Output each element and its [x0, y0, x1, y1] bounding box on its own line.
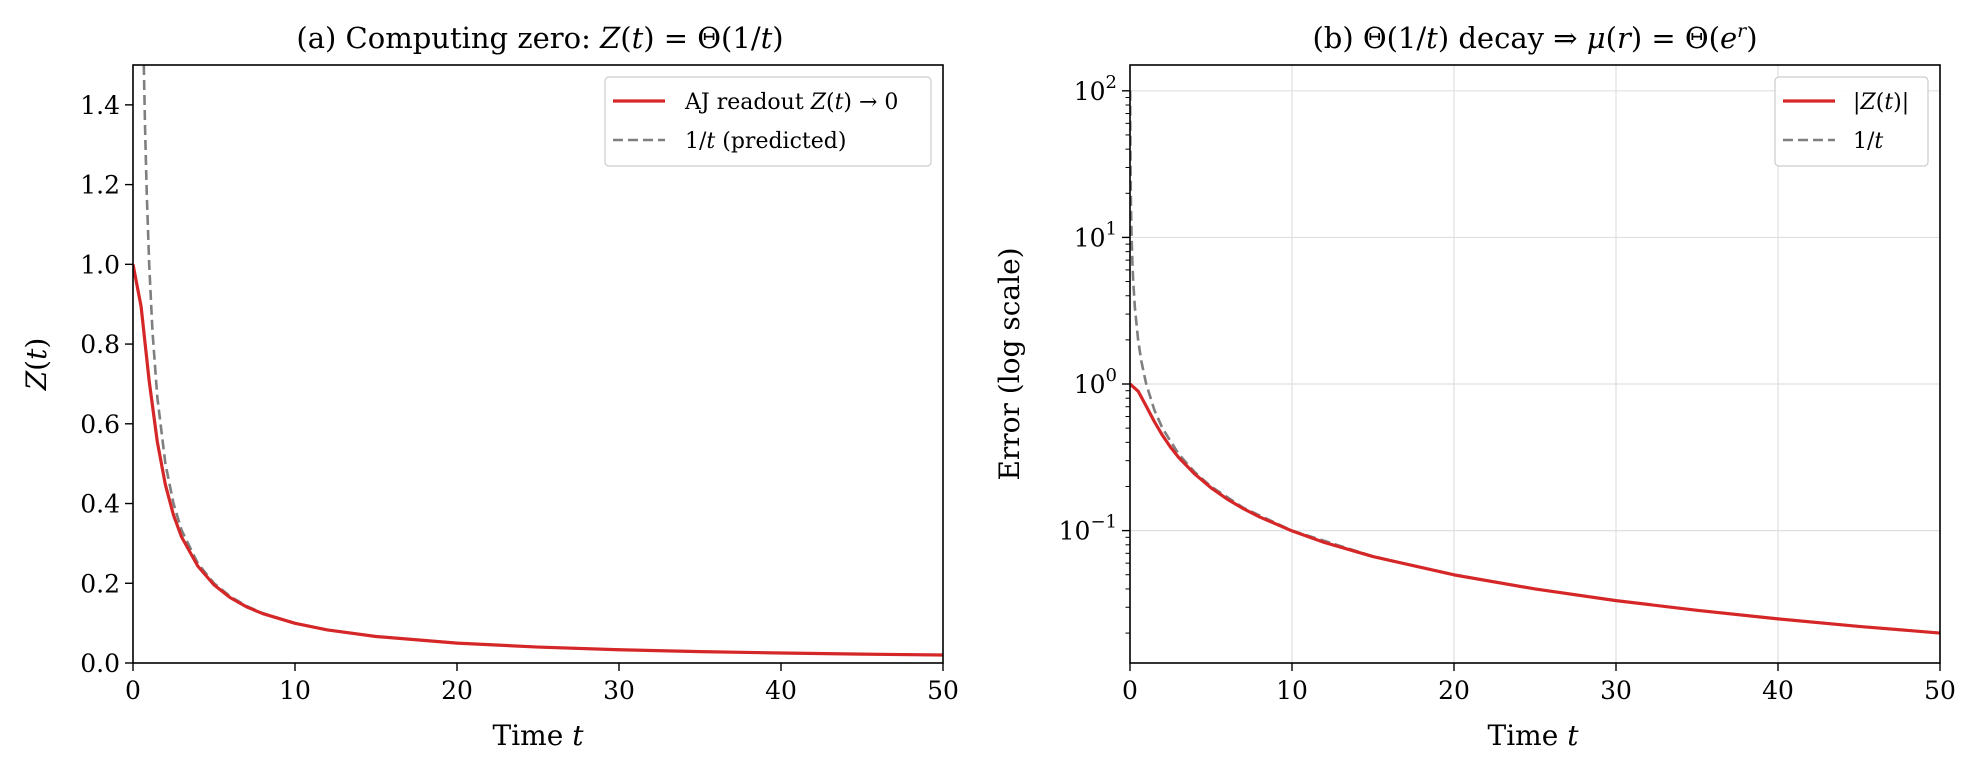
x-tick-label: 0 [125, 676, 141, 705]
series-layer-b [1130, 90, 1940, 635]
y-tick-label: 0.2 [80, 569, 120, 598]
series-layer-a [133, 65, 943, 657]
legend-label-abs-z-b: |Z(t)| [1853, 90, 1909, 115]
panel-a: (a) Computing zero: Z(t) = Θ(1/t) 0 10 20 3… [20, 21, 959, 752]
axes-frame-a [132, 64, 944, 664]
legend-label-readout-a: AJ readout Z(t) → 0 [684, 90, 898, 115]
y-tick-label: 100 [1074, 365, 1117, 399]
series-line-reference [1130, 90, 1940, 635]
y-tick-label: 0.4 [80, 490, 120, 519]
panel-b: (b) Θ(1/t) decay ⇒ μ(r) = Θ(er) 0 10 20 30 4… [993, 20, 1956, 752]
plot-area-a [133, 65, 943, 657]
legend-b: |Z(t)| 1/t [1774, 76, 1929, 167]
title-b: (b) Θ(1/t) decay ⇒ μ(r) = Θ(er) [1312, 20, 1757, 55]
x-tick-label: 0 [1122, 676, 1138, 705]
y-tick-label: 0.6 [80, 410, 120, 439]
x-tick-label: 50 [1924, 676, 1956, 705]
y-tick-label: 101 [1074, 218, 1117, 252]
series-line-measured [1130, 382, 1940, 635]
legend-a: AJ readout Z(t) → 0 1/t (predicted) [604, 76, 932, 167]
legend-frame-a [604, 76, 932, 167]
x-tick-label: 10 [1276, 676, 1308, 705]
x-tick-label: 10 [279, 676, 311, 705]
y-ticks-a: 0.0 0.2 0.4 0.6 0.8 1.0 1.2 1.4 [80, 91, 133, 678]
title-a: (a) Computing zero: Z(t) = Θ(1/t) [296, 21, 783, 55]
axes-frame-b [1129, 64, 1941, 664]
x-axis-label-a: Time t [493, 719, 585, 752]
y-tick-label: 1.2 [80, 171, 120, 200]
y-tick-label: 0.0 [80, 649, 120, 678]
x-ticks-b: 0 10 20 30 40 50 [1122, 663, 1956, 705]
y-tick-label: 1.4 [80, 91, 120, 120]
y-ticks-b: 10−1 100 101 102 [1059, 72, 1130, 634]
y-axis-label-b: Error (log scale) [993, 247, 1026, 480]
y-tick-label: 1.0 [80, 250, 120, 279]
legend-label-predicted-a: 1/t (predicted) [685, 129, 846, 154]
y-axis-label-a: Z(t) [20, 338, 53, 392]
x-tick-label: 20 [441, 676, 473, 705]
x-tick-label: 30 [603, 676, 635, 705]
y-tick-label: 0.8 [80, 330, 120, 359]
legend-frame-b [1774, 76, 1929, 167]
x-tick-label: 40 [1762, 676, 1794, 705]
series-line-measured [133, 264, 943, 657]
x-ticks-a: 0 10 20 30 40 50 [125, 663, 959, 705]
x-tick-label: 50 [927, 676, 959, 705]
y-tick-label: 10−1 [1059, 512, 1117, 546]
x-axis-label-b: Time t [1488, 719, 1580, 752]
legend-label-inverse-t-b: 1/t [1853, 129, 1883, 154]
x-tick-label: 30 [1600, 676, 1632, 705]
x-tick-label: 40 [765, 676, 797, 705]
y-tick-label: 102 [1074, 72, 1117, 106]
x-tick-label: 20 [1438, 676, 1470, 705]
